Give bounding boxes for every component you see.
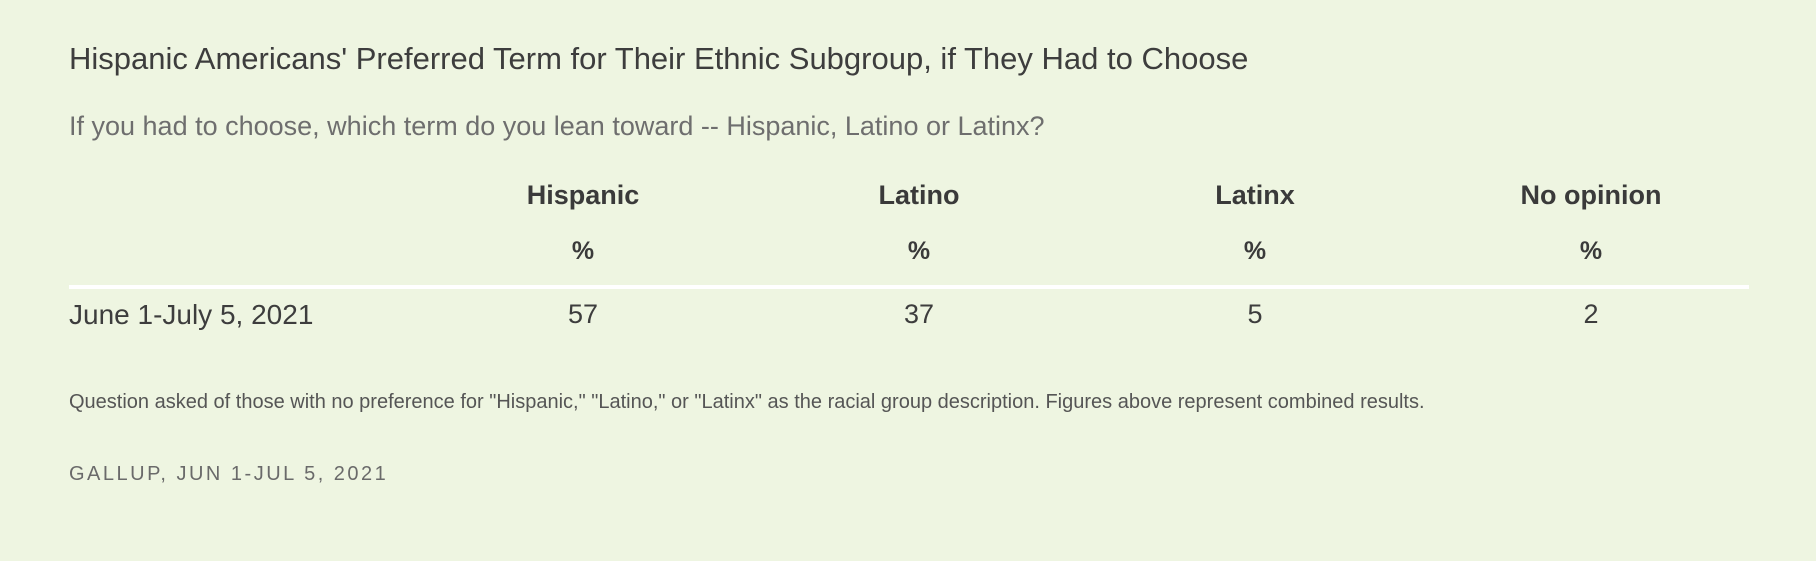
footnote: Question asked of those with no preferen… — [69, 391, 1425, 413]
value-latinx: 5 — [1247, 299, 1263, 329]
header-divider — [69, 285, 1749, 289]
value-hispanic: 57 — [567, 299, 599, 329]
unit-label-latinx: % — [1243, 237, 1267, 265]
chart-title: Hispanic Americans' Preferred Term for T… — [69, 41, 1249, 76]
unit-label-no-opinion: % — [1579, 237, 1603, 265]
table-header-row: Hispanic Latino Latinx No opinion — [69, 180, 1749, 220]
value-latino: 37 — [903, 299, 935, 329]
chart-subtitle: If you had to choose, which term do you … — [69, 111, 1045, 141]
value-no-opinion: 2 — [1583, 299, 1599, 329]
column-header-hispanic: Hispanic — [526, 180, 640, 210]
row-label: June 1-July 5, 2021 — [69, 299, 314, 330]
table-row: June 1-July 5, 2021 57 37 5 2 — [69, 299, 1749, 339]
column-header-no-opinion: No opinion — [1520, 180, 1662, 210]
source-line: GALLUP, JUN 1-JUL 5, 2021 — [69, 463, 389, 485]
column-header-latinx: Latinx — [1215, 180, 1295, 210]
unit-label-hispanic: % — [571, 237, 595, 265]
unit-label-latino: % — [907, 237, 931, 265]
column-header-latino: Latino — [878, 180, 960, 210]
table-unit-row: % % % % — [69, 237, 1749, 277]
